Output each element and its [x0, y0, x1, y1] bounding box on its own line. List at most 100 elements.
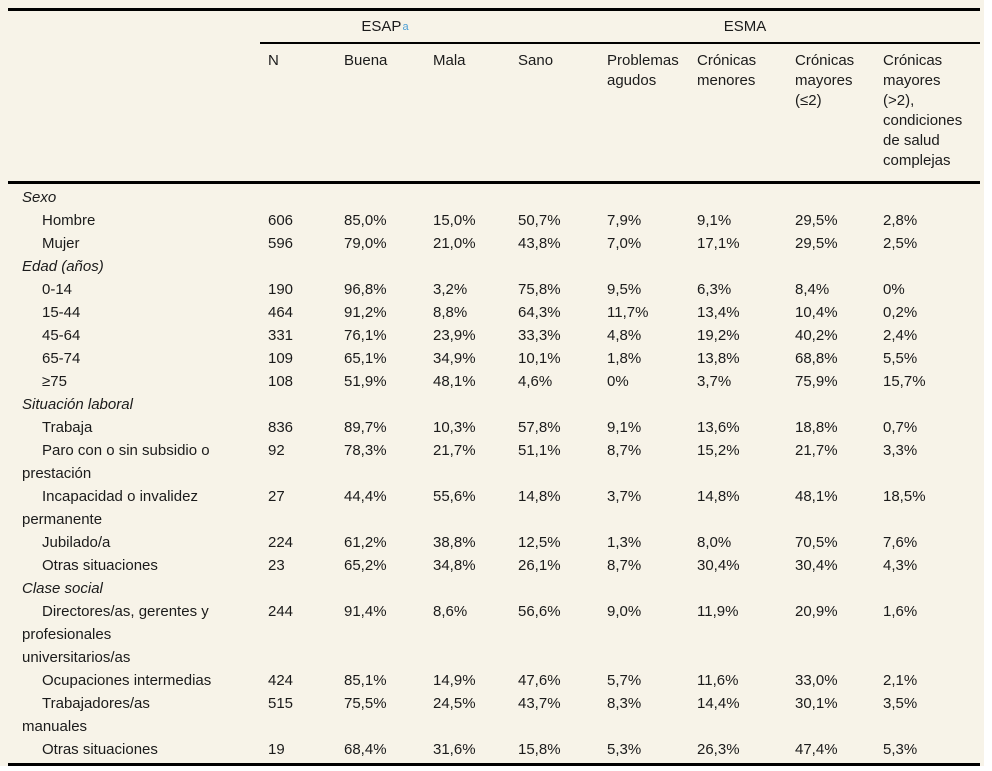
value-cell: 5,3%: [607, 741, 642, 758]
value-cell: 8,7%: [607, 557, 642, 574]
section-title: Edad (años): [22, 258, 104, 275]
value-cell: 1,3%: [607, 534, 642, 551]
value-cell: 5,5%: [883, 350, 918, 367]
column-header-line: condiciones: [883, 112, 963, 129]
row-label-line: permanente: [22, 511, 103, 528]
row-label-line: Ocupaciones intermedias: [42, 672, 212, 689]
value-cell: 30,4%: [697, 557, 740, 574]
value-cell: 43,8%: [518, 235, 561, 252]
value-cell: 48,1%: [795, 488, 838, 505]
value-cell: 21,7%: [433, 442, 476, 459]
value-cell: 26,1%: [518, 557, 561, 574]
value-cell: 10,1%: [518, 350, 561, 367]
value-cell: 3,2%: [433, 281, 468, 298]
value-cell: 0%: [607, 373, 629, 390]
column-header-line: Sano: [518, 52, 554, 69]
column-header: Problemas agudos: [599, 44, 689, 91]
section-title: Sexo: [22, 189, 57, 206]
value-cell: 9,0%: [607, 603, 642, 620]
value-cell: 19,2%: [697, 327, 740, 344]
column-header-line: Problemas: [607, 52, 679, 69]
value-cell: 89,7%: [344, 419, 387, 436]
value-cell: 44,4%: [344, 488, 387, 505]
table-row: Paro con o sin subsidio o prestación 92 78,…: [8, 439, 980, 485]
value-cell: 13,8%: [697, 350, 740, 367]
value-cell: 47,4%: [795, 741, 838, 758]
value-cell: 7,6%: [883, 534, 918, 551]
value-cell: 75,5%: [344, 695, 387, 712]
value-cell: 85,1%: [344, 672, 387, 689]
value-cell: 4,6%: [518, 373, 553, 390]
value-cell: 50,7%: [518, 212, 561, 229]
row-label-line: Trabaja: [42, 419, 93, 436]
value-cell: 3,7%: [697, 373, 732, 390]
value-cell: 244: [268, 603, 294, 620]
value-cell: 12,5%: [518, 534, 561, 551]
value-cell: 15,7%: [883, 373, 926, 390]
row-label-line: 65-74: [42, 350, 81, 367]
column-header-line: de salud: [883, 132, 940, 149]
value-cell: 13,4%: [697, 304, 740, 321]
table-row: 15-44 464 91,2% 8,8% 64,3% 11,7% 13,4% 10,4% 0,2…: [8, 301, 980, 324]
row-label-line: Otras situaciones: [42, 741, 158, 758]
value-cell: 331: [268, 327, 294, 344]
row-label: Otras situaciones: [8, 738, 260, 761]
bottom-rule: [8, 763, 980, 766]
row-label-line: profesionales: [22, 626, 112, 643]
value-cell: 51,1%: [518, 442, 561, 459]
value-cell: 8,7%: [607, 442, 642, 459]
statistics-table: ESAP a ESMA N Buena Mala Sano Problemas agudos…: [8, 8, 980, 766]
group-header-row: ESAP a ESMA: [8, 11, 980, 42]
value-cell: 34,8%: [433, 557, 476, 574]
row-label: Incapacidad o invalidez permanente: [8, 485, 260, 531]
value-cell: 7,0%: [607, 235, 642, 252]
row-label-line: Trabajadores/as: [42, 695, 150, 712]
row-label: Directores/as, gerentes y profesionales un…: [8, 600, 260, 669]
row-label-line: Mujer: [42, 235, 80, 252]
row-label-line: Directores/as, gerentes y: [42, 603, 209, 620]
value-cell: 8,6%: [433, 603, 468, 620]
column-header-line: Crónicas: [883, 52, 943, 69]
value-cell: 75,8%: [518, 281, 561, 298]
value-cell: 11,6%: [697, 672, 739, 689]
row-label-line: Paro con o sin subsidio o: [42, 442, 210, 459]
group-header-esma: ESMA: [510, 11, 980, 42]
value-cell: 31,6%: [433, 741, 476, 758]
section-title: Clase social: [22, 580, 103, 597]
table-row: Incapacidad o invalidez permanente 27 44,4%…: [8, 485, 980, 531]
table-row: Otras situaciones 23 65,2% 34,8% 26,1% 8,7% 30…: [8, 554, 980, 577]
column-header: Crónicas mayores (≤2): [787, 44, 875, 111]
column-header-line: Mala: [433, 52, 466, 69]
section-title: Situación laboral: [22, 396, 133, 413]
table-row: Otras situaciones 19 68,4% 31,6% 15,8% 5,3% 26…: [8, 738, 980, 761]
value-cell: 75,9%: [795, 373, 838, 390]
group-header-esma-label: ESMA: [723, 18, 767, 35]
header-body-rule: [8, 181, 980, 184]
row-label-line: Otras situaciones: [42, 557, 158, 574]
row-label: 45-64: [8, 324, 260, 347]
value-cell: 57,8%: [518, 419, 561, 436]
value-cell: 0%: [883, 281, 905, 298]
value-cell: 3,7%: [607, 488, 642, 505]
value-cell: 9,1%: [607, 419, 642, 436]
value-cell: 33,3%: [518, 327, 561, 344]
value-cell: 79,0%: [344, 235, 387, 252]
column-header: Buena: [336, 44, 425, 71]
value-cell: 836: [268, 419, 294, 436]
group-header-esap: ESAP a: [361, 18, 409, 35]
value-cell: 21,0%: [433, 235, 476, 252]
value-cell: 78,3%: [344, 442, 387, 459]
table-row: Ocupaciones intermedias 424 85,1% 14,9% 47,6…: [8, 669, 980, 692]
row-label: Mujer: [8, 232, 260, 255]
value-cell: 5,7%: [607, 672, 642, 689]
value-cell: 8,8%: [433, 304, 468, 321]
column-header: Sano: [510, 44, 599, 71]
value-cell: 65,2%: [344, 557, 387, 574]
row-label: 15-44: [8, 301, 260, 324]
row-label: Otras situaciones: [8, 554, 260, 577]
value-cell: 18,8%: [795, 419, 838, 436]
column-header-line: menores: [697, 72, 756, 89]
value-cell: 51,9%: [344, 373, 387, 390]
value-cell: 9,1%: [697, 212, 732, 229]
value-cell: 2,5%: [883, 235, 918, 252]
